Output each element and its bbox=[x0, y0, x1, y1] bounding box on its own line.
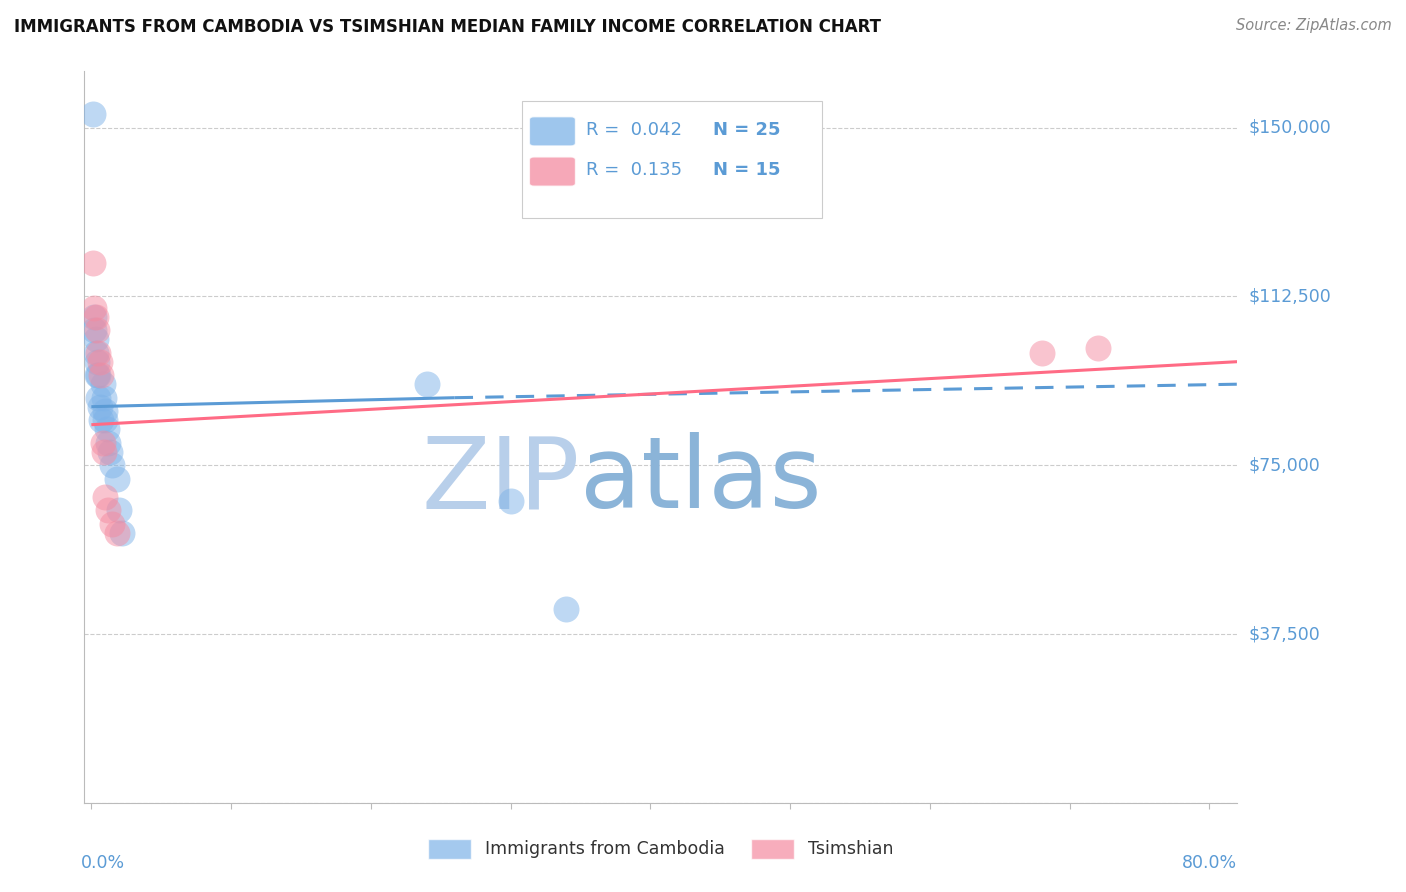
Point bbox=[82, 255, 104, 269]
Point bbox=[89, 354, 111, 368]
Text: R =  0.042: R = 0.042 bbox=[586, 121, 682, 139]
Point bbox=[83, 301, 105, 315]
Text: $150,000: $150,000 bbox=[1249, 119, 1331, 136]
Text: atlas: atlas bbox=[581, 433, 821, 530]
Point bbox=[91, 377, 114, 392]
Point bbox=[94, 490, 117, 504]
Point bbox=[499, 494, 522, 508]
Point bbox=[84, 332, 107, 346]
Point bbox=[105, 525, 128, 540]
FancyBboxPatch shape bbox=[523, 101, 823, 218]
Point bbox=[111, 525, 134, 540]
Text: $112,500: $112,500 bbox=[1249, 287, 1331, 305]
Point bbox=[93, 444, 115, 458]
Point bbox=[108, 503, 131, 517]
Point bbox=[90, 413, 112, 427]
Point bbox=[83, 310, 105, 324]
FancyBboxPatch shape bbox=[530, 157, 575, 186]
Point bbox=[89, 400, 111, 414]
Point bbox=[1031, 345, 1053, 359]
Point bbox=[86, 323, 108, 337]
Point bbox=[101, 516, 124, 531]
Point bbox=[555, 602, 578, 616]
Text: $75,000: $75,000 bbox=[1249, 456, 1320, 475]
FancyBboxPatch shape bbox=[530, 117, 575, 146]
Point bbox=[91, 435, 114, 450]
Point bbox=[94, 404, 117, 418]
Point bbox=[98, 444, 121, 458]
Text: ZIP: ZIP bbox=[422, 433, 581, 530]
Point bbox=[93, 391, 115, 405]
Point bbox=[90, 368, 112, 383]
Point bbox=[96, 422, 118, 436]
Point bbox=[94, 413, 117, 427]
Point bbox=[86, 354, 108, 368]
Legend: Immigrants from Cambodia, Tsimshian: Immigrants from Cambodia, Tsimshian bbox=[419, 830, 903, 867]
Point bbox=[87, 345, 110, 359]
Text: Source: ZipAtlas.com: Source: ZipAtlas.com bbox=[1236, 18, 1392, 33]
Point bbox=[83, 323, 105, 337]
Text: N = 25: N = 25 bbox=[713, 121, 780, 139]
Point bbox=[87, 391, 110, 405]
Point bbox=[82, 107, 104, 121]
Point bbox=[84, 310, 107, 324]
Text: 0.0%: 0.0% bbox=[82, 854, 125, 872]
Point bbox=[97, 435, 120, 450]
Point bbox=[84, 345, 107, 359]
Text: N = 15: N = 15 bbox=[713, 161, 780, 179]
Point bbox=[416, 377, 439, 392]
Text: 80.0%: 80.0% bbox=[1182, 854, 1237, 872]
Point bbox=[86, 368, 108, 383]
Point bbox=[105, 472, 128, 486]
Text: R =  0.135: R = 0.135 bbox=[586, 161, 682, 179]
Text: IMMIGRANTS FROM CAMBODIA VS TSIMSHIAN MEDIAN FAMILY INCOME CORRELATION CHART: IMMIGRANTS FROM CAMBODIA VS TSIMSHIAN ME… bbox=[14, 18, 882, 36]
Point bbox=[101, 458, 124, 473]
Point bbox=[1087, 341, 1109, 355]
Text: $37,500: $37,500 bbox=[1249, 625, 1320, 643]
Point bbox=[97, 503, 120, 517]
Point bbox=[87, 368, 110, 383]
